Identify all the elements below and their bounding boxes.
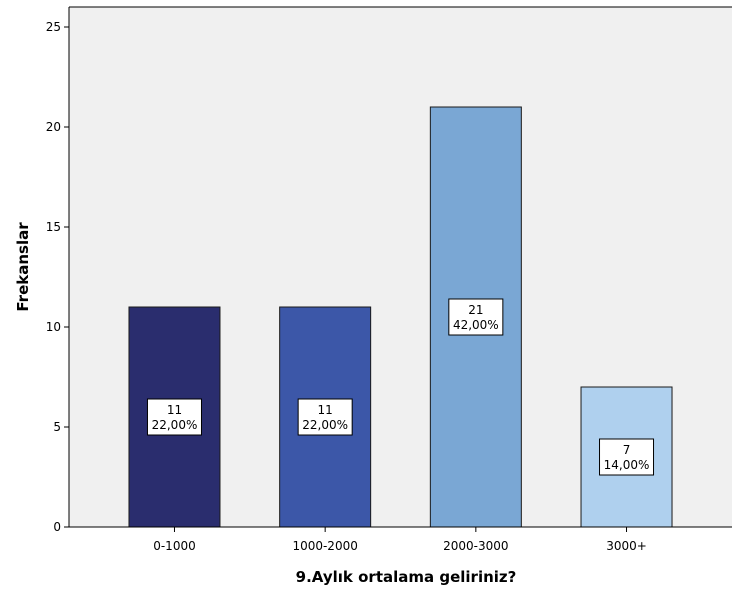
x-tick-label: 2000-3000 xyxy=(443,539,508,553)
y-tick-label: 20 xyxy=(46,120,61,134)
y-axis: 0 5 10 15 20 25 xyxy=(46,7,70,534)
data-label-box xyxy=(146,398,202,436)
y-tick-label: 10 xyxy=(46,320,61,334)
data-label-count: 7 xyxy=(623,443,631,457)
data-label-box xyxy=(297,398,353,436)
data-label-count: 11 xyxy=(167,403,182,417)
y-tick-label: 15 xyxy=(46,220,61,234)
data-label-percent: 22,00% xyxy=(152,418,198,432)
data-label-count: 21 xyxy=(468,303,483,317)
y-axis-title: Frekanslar xyxy=(14,222,32,312)
y-tick-label: 0 xyxy=(53,520,61,534)
data-label-count: 11 xyxy=(318,403,333,417)
x-axis: 0-1000 1000-2000 2000-3000 3000+ xyxy=(69,6,732,553)
x-tick-label: 3000+ xyxy=(606,539,647,553)
x-axis-title: 9.Aylık ortalama geliriniz? xyxy=(296,568,517,586)
data-label-percent: 22,00% xyxy=(302,418,348,432)
data-label-box xyxy=(599,438,655,476)
x-tick-label: 0-1000 xyxy=(153,539,196,553)
data-label-box xyxy=(448,298,504,336)
data-label-percent: 14,00% xyxy=(604,458,650,472)
data-label-percent: 42,00% xyxy=(453,318,499,332)
y-tick-label: 25 xyxy=(46,20,61,34)
y-tick-label: 5 xyxy=(53,420,61,434)
x-tick-label: 1000-2000 xyxy=(292,539,357,553)
